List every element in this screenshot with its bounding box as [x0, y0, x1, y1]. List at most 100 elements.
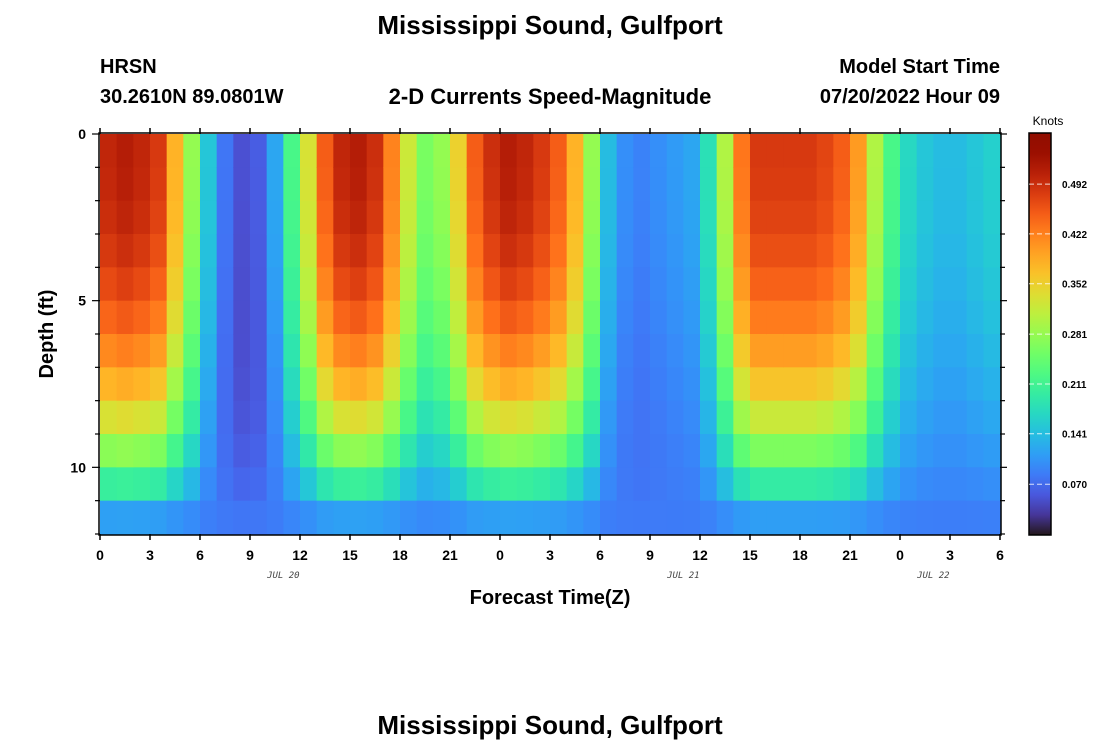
heatmap-cell: [683, 134, 701, 168]
heatmap-cell: [183, 234, 201, 268]
heatmap-cell: [966, 400, 984, 435]
heatmap-cell: [466, 467, 484, 502]
heatmap-cell: [466, 200, 484, 235]
heatmap-cell: [516, 400, 534, 435]
heatmap-cell: [283, 400, 301, 435]
heatmap-cell: [533, 367, 551, 402]
heatmap-cell: [400, 167, 418, 202]
heatmap-cell: [333, 234, 351, 268]
heatmap-cell: [783, 200, 801, 235]
heatmap-cell: [250, 434, 268, 468]
heatmap-cell: [216, 300, 234, 335]
heatmap-cell: [633, 200, 651, 235]
heatmap-cell: [883, 267, 901, 302]
heatmap-cell: [466, 300, 484, 335]
heatmap-cell: [383, 400, 401, 435]
heatmap-cell: [283, 334, 301, 368]
heatmap-cell: [400, 467, 418, 502]
heatmap-cell: [383, 200, 401, 235]
heatmap-cell: [116, 167, 134, 202]
heatmap-cell: [483, 134, 501, 168]
heatmap-cell: [966, 334, 984, 368]
heatmap-cell: [183, 167, 201, 202]
heatmap-cell: [150, 467, 168, 502]
heatmap-cell: [700, 334, 718, 368]
heatmap-cell: [100, 200, 118, 235]
heatmap-cell: [666, 134, 684, 168]
heatmap-cell: [866, 300, 884, 335]
heatmap-cell: [983, 334, 1001, 368]
heatmap-cell: [583, 267, 601, 302]
heatmap-cell: [633, 300, 651, 335]
heatmap-cell: [766, 500, 784, 535]
x-tick-label: 3: [946, 547, 954, 563]
heatmap-cell: [316, 500, 334, 535]
heatmap-cell: [166, 167, 184, 202]
heatmap-cell: [400, 367, 418, 402]
heatmap-cell: [116, 367, 134, 402]
x-tick-label: 9: [646, 547, 654, 563]
heatmap-cell: [650, 334, 668, 368]
station-coordinates: 30.2610N 89.0801W: [100, 86, 284, 108]
heatmap-cell: [483, 334, 501, 368]
heatmap-cell: [833, 334, 851, 368]
heatmap-cell: [716, 167, 734, 202]
heatmap-cell: [633, 467, 651, 502]
heatmap-cell: [533, 400, 551, 435]
heatmap-cell: [750, 134, 768, 168]
x-axis-title: Forecast Time(Z): [470, 587, 631, 609]
product-title: 2-D Currents Speed-Magnitude: [388, 84, 712, 109]
heatmap-cell: [400, 234, 418, 268]
heatmap-cell: [216, 500, 234, 535]
heatmap-cell: [633, 367, 651, 402]
heatmap-cell: [866, 467, 884, 502]
heatmap-cell: [516, 500, 534, 535]
heatmap-cell: [533, 434, 551, 468]
heatmap-cell: [883, 467, 901, 502]
heatmap-cell: [866, 267, 884, 302]
heatmap-cell: [116, 200, 134, 235]
x-tick-label: 15: [342, 547, 358, 563]
heatmap-cell: [866, 500, 884, 535]
heatmap-cell: [266, 267, 284, 302]
heatmap-cell: [566, 500, 584, 535]
heatmap-cell: [266, 300, 284, 335]
heatmap-cell: [216, 400, 234, 435]
heatmap-cell: [383, 134, 401, 168]
heatmap-cell: [116, 400, 134, 435]
heatmap-cell: [366, 334, 384, 368]
heatmap-cell: [316, 134, 334, 168]
heatmap-cell: [966, 234, 984, 268]
heatmap-cell: [500, 400, 518, 435]
heatmap-cell: [700, 400, 718, 435]
y-tick-label: 5: [78, 293, 86, 309]
heatmap-cell: [766, 400, 784, 435]
heatmap-cell: [766, 300, 784, 335]
heatmap-cell: [866, 167, 884, 202]
heatmap-cell: [800, 500, 818, 535]
heatmap-cell: [133, 434, 151, 468]
colorbar-tick-label: 0.422: [1062, 230, 1087, 241]
heatmap-cell: [900, 367, 918, 402]
heatmap-cell: [900, 134, 918, 168]
heatmap-cell: [466, 434, 484, 468]
heatmap-cell: [316, 400, 334, 435]
heatmap-cell: [916, 334, 934, 368]
heatmap-cell: [150, 134, 168, 168]
heatmap-cell: [200, 467, 218, 502]
chart-title-top: Mississippi Sound, Gulfport: [377, 10, 723, 40]
heatmap-cell: [483, 400, 501, 435]
heatmap-cell: [216, 200, 234, 235]
heatmap-cell: [150, 200, 168, 235]
heatmap-cell: [250, 300, 268, 335]
heatmap-cell: [416, 300, 434, 335]
heatmap-cell: [483, 200, 501, 235]
heatmap-cell: [616, 167, 634, 202]
heatmap-cell: [433, 267, 451, 302]
heatmap-cell: [916, 234, 934, 268]
heatmap-cell: [150, 234, 168, 268]
heatmap-cell: [150, 434, 168, 468]
heatmap-cell: [433, 434, 451, 468]
heatmap-cell: [333, 334, 351, 368]
heatmap-cell: [816, 300, 834, 335]
